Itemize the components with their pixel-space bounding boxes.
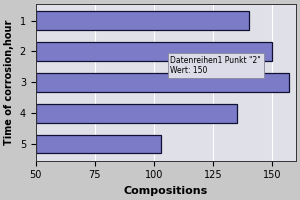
- Bar: [36, 11, 248, 30]
- Bar: [36, 135, 161, 153]
- Bar: [36, 42, 272, 61]
- Bar: [36, 73, 289, 92]
- Bar: [36, 104, 237, 123]
- Y-axis label: Time of corrosion,hour: Time of corrosion,hour: [4, 20, 14, 145]
- Text: Datenreihen1 Punkt "2"
Wert: 150: Datenreihen1 Punkt "2" Wert: 150: [170, 56, 261, 75]
- X-axis label: Compositions: Compositions: [124, 186, 208, 196]
